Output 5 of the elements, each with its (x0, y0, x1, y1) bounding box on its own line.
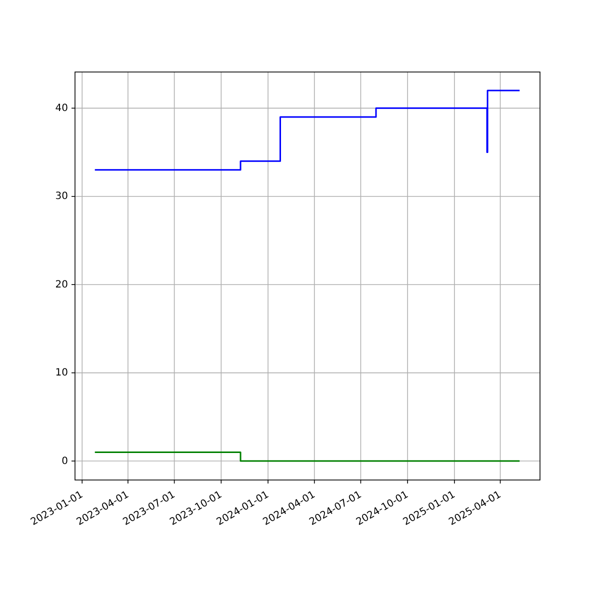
y-tick-label: 40 (55, 102, 68, 114)
y-tick-label: 20 (55, 279, 68, 290)
y-tick-label: 0 (62, 456, 68, 467)
y-tick-label: 10 (55, 368, 68, 379)
y-tick-label: 30 (55, 191, 68, 202)
